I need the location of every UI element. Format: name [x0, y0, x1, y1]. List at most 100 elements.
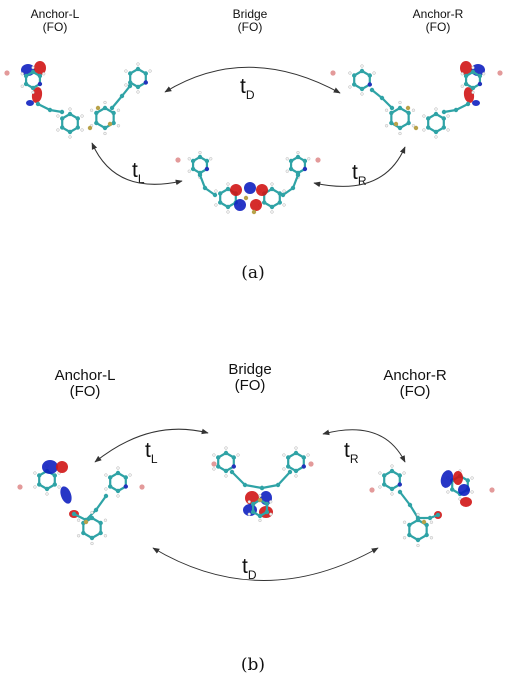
panel-b-t-direct-symbol: t [242, 555, 248, 578]
hydrogen-atom [434, 107, 438, 111]
panel-b-arrow-direct [152, 547, 379, 581]
carbon-atom [424, 532, 429, 538]
hydrogen-atom [80, 128, 84, 132]
bond [409, 504, 419, 519]
hydrogen-atom [384, 108, 389, 112]
carbon-atom [44, 486, 50, 492]
panel-b-anchor-left-label: Anchor-L (FO) [40, 368, 130, 400]
gold-atom [251, 209, 257, 215]
bond [244, 483, 263, 490]
carbon-atom [93, 507, 99, 513]
panel-b-caption: (b) [240, 655, 266, 675]
bond [95, 495, 107, 511]
carbon-atom [218, 191, 223, 196]
hydrogen-atom [411, 108, 416, 112]
carbon-atom [250, 501, 256, 507]
gold-atom [83, 519, 89, 525]
hydrogen-atom [198, 151, 202, 155]
carbon-atom [293, 450, 299, 456]
carbon-atom [465, 478, 470, 483]
hydrogen-atom [306, 453, 310, 457]
carbon-atom [277, 200, 282, 205]
hydrogen-atom [402, 520, 407, 524]
panel-a-bridge-label: Bridge (FO) [215, 8, 285, 33]
carbon-atom [288, 158, 294, 164]
carbon-atom [275, 482, 281, 488]
carbon-atom [128, 71, 133, 76]
nitrogen-atom [231, 464, 236, 469]
carbon-atom [302, 158, 308, 164]
carbon-atom [111, 110, 116, 116]
nitrogen-atom [477, 81, 483, 87]
terminal-atom [17, 484, 23, 490]
hydrogen-atom [446, 128, 450, 132]
hydrogen-atom [90, 510, 94, 515]
panel-a-anchor-right-name: Anchor-R [412, 7, 464, 21]
hydrogen-atom [212, 453, 216, 457]
carbon-atom [94, 120, 99, 126]
carbon-atom [470, 69, 476, 75]
hydrogen-atom [103, 131, 107, 136]
hydrogen-atom [116, 124, 121, 128]
hydrogen-atom [384, 124, 389, 128]
gold-atom [243, 195, 249, 201]
hydrogen-atom [429, 536, 434, 540]
panel-b-t-direct-sub: D [247, 568, 257, 582]
carbon-atom [71, 511, 77, 517]
hydrogen-atom [136, 90, 140, 94]
panel-a-molecule-anchor-left [4, 61, 152, 139]
carbon-atom [75, 125, 80, 130]
carbon-atom [89, 515, 95, 521]
carbon-atom [352, 73, 357, 78]
nitrogen-atom [37, 81, 43, 87]
hydrogen-atom [348, 85, 352, 89]
carbon-atom [23, 73, 29, 79]
carbon-atom [259, 485, 265, 491]
carbon-atom [389, 486, 395, 492]
orbital-lobe-negative [472, 100, 480, 106]
panel-b-bridge-fo: (FO) [234, 376, 266, 394]
bond [277, 471, 291, 486]
orbital-lobe-positive [460, 497, 472, 507]
orbital-lobe-positive [250, 199, 262, 211]
bond [291, 174, 300, 189]
orbital-lobe-positive [31, 87, 43, 103]
carbon-atom [415, 517, 421, 523]
nitrogen-atom [397, 482, 402, 487]
carbon-atom [295, 154, 301, 160]
hydrogen-atom [470, 490, 474, 494]
carbon-atom [35, 101, 41, 107]
panel-b-arrow-right [322, 429, 406, 463]
hydrogen-atom [214, 203, 218, 207]
hydrogen-atom [68, 107, 72, 111]
hydrogen-atom [285, 169, 289, 173]
hydrogen-atom [148, 69, 152, 73]
hydrogen-atom [460, 84, 464, 88]
terminal-atom [489, 487, 495, 493]
carbon-atom [389, 105, 395, 111]
carbon-atom [269, 204, 275, 210]
hydrogen-atom [282, 467, 286, 471]
hydrogen-atom [258, 494, 262, 498]
carbon-atom [262, 200, 267, 205]
terminal-atom [4, 70, 10, 76]
hydrogen-atom [90, 541, 94, 546]
orbital-lobe-positive [463, 87, 475, 103]
hydrogen-atom [80, 114, 84, 118]
bond [231, 471, 246, 486]
terminal-atom [308, 461, 314, 467]
carbon-atom [433, 111, 439, 117]
carbon-atom [407, 532, 412, 538]
hydrogen-atom [398, 131, 402, 136]
hydrogen-atom [236, 453, 240, 457]
nitrogen-atom [302, 166, 308, 172]
bond [73, 513, 87, 521]
carbon-atom [470, 85, 476, 91]
carbon-atom [37, 482, 42, 487]
gold-atom [393, 121, 399, 127]
hydrogen-atom [470, 476, 474, 480]
hydrogen-atom [402, 471, 406, 475]
hydrogen-atom [282, 453, 286, 457]
hydrogen-atom [56, 128, 60, 132]
carbon-atom [108, 475, 113, 480]
